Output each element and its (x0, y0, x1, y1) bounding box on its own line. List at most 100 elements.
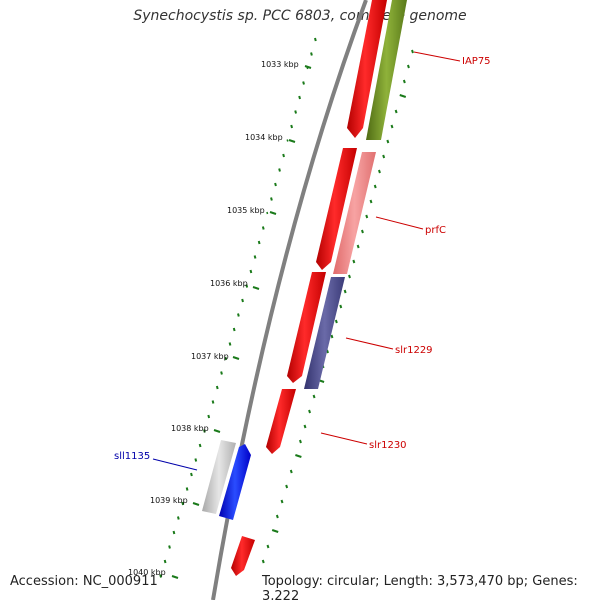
scale-tick (224, 356, 228, 361)
scale-tick (220, 371, 223, 375)
scale-tick (168, 545, 171, 549)
gene-label-slr1230[interactable]: slr1230 (369, 440, 407, 451)
scale-major-tick (232, 356, 240, 360)
gene-feature-slr1229[interactable] (304, 277, 345, 389)
leader-slr1229 (345, 337, 394, 350)
scale-tick (308, 409, 311, 414)
scale-tick (294, 110, 297, 114)
scale-tick (275, 514, 279, 519)
scale-tick (274, 182, 277, 187)
scale-tick (303, 424, 307, 429)
gene-feature-prfc[interactable] (333, 152, 376, 274)
scale-tick (185, 487, 189, 491)
scale-tick (290, 124, 293, 129)
scale-tick (203, 429, 206, 433)
scale-tick (386, 139, 390, 144)
scale-tick (159, 574, 163, 578)
scale-tick (402, 79, 406, 84)
scale-tick (253, 255, 257, 259)
tick-label: 1039 kbp (150, 496, 188, 505)
scale-tick (163, 559, 167, 564)
scale-tick (198, 443, 202, 448)
gene-feature-blue[interactable] (219, 444, 251, 520)
scale-tick (343, 289, 347, 294)
leader-slr1230 (320, 432, 368, 445)
scale-tick (282, 153, 285, 158)
scale-tick (228, 342, 232, 346)
leader-iap75 (413, 51, 461, 62)
gene-feature-iap75[interactable] (366, 0, 407, 140)
scale-tick (369, 199, 373, 204)
scale-tick (285, 484, 289, 489)
scale-tick (411, 49, 414, 54)
scale-tick (207, 414, 211, 419)
tick-label: 1037 kbp (191, 352, 229, 361)
scale-tick (330, 334, 334, 339)
gene-label-iap75[interactable]: IAP75 (462, 56, 491, 67)
scale-tick (270, 197, 273, 201)
leader-prfc (375, 216, 424, 230)
scale-major-tick (171, 575, 179, 579)
scale-tick (390, 124, 394, 129)
scale-tick (334, 319, 338, 324)
scale-tick (365, 214, 369, 219)
scale-tick (312, 394, 316, 399)
scale-tick (289, 469, 293, 474)
scale-tick (394, 109, 398, 114)
tick-label: 1033 kbp (261, 60, 299, 69)
scale-tick (298, 95, 301, 100)
scale-tick (266, 211, 269, 215)
gene-feature-red-2[interactable] (316, 148, 357, 270)
scale-tick (245, 284, 249, 288)
scale-tick (378, 169, 381, 174)
scale-tick (237, 313, 240, 317)
scale-ticks (159, 37, 414, 579)
genome-backbone (211, 0, 368, 600)
scale-tick (215, 385, 219, 390)
scale-tick (348, 274, 351, 279)
scale-tick (194, 458, 198, 462)
gene-feature-iap75-upper[interactable] (347, 0, 387, 138)
leader-sll1135 (152, 458, 198, 471)
scale-tick (211, 400, 215, 404)
scale-major-tick (213, 429, 221, 433)
scale-tick (310, 52, 313, 56)
scale-tick (232, 327, 236, 332)
scale-tick (299, 439, 302, 444)
scale-tick (176, 516, 180, 520)
scale-tick (352, 259, 356, 264)
scale-tick (278, 168, 281, 172)
scale-tick (406, 64, 410, 69)
scale-tick (356, 244, 360, 249)
scale-major-tick (304, 65, 312, 69)
accession-label: Accession: NC_000911 (10, 574, 158, 589)
gene-feature-red-3[interactable] (287, 272, 326, 383)
tick-label: 1040 kbp (128, 568, 166, 577)
scale-tick (280, 499, 284, 504)
tick-label: 1038 kbp (171, 424, 209, 433)
gene-label-prfc[interactable]: prfC (425, 225, 446, 236)
scale-tick (261, 226, 265, 230)
scale-tick (361, 229, 364, 234)
scale-tick (271, 529, 279, 533)
scale-major-tick (288, 139, 296, 143)
scale-tick (190, 472, 193, 477)
scale-tick (295, 454, 302, 458)
scale-tick (181, 501, 185, 506)
scale-major-tick (192, 502, 200, 506)
scale-tick (314, 37, 317, 42)
gene-label-sll1135[interactable]: sll1135 (114, 451, 150, 462)
scale-tick (257, 240, 261, 245)
gene-feature-slr1230[interactable] (266, 389, 296, 454)
scale-tick (286, 139, 289, 142)
scale-tick (339, 304, 343, 309)
gene-label-slr1229[interactable]: slr1229 (395, 345, 433, 356)
scale-tick (399, 94, 407, 98)
topology-label: Topology: circular; Length: 3,573,470 bp… (262, 574, 578, 600)
scale-major-tick (269, 211, 277, 215)
scale-major-tick (252, 286, 260, 290)
gene-feature-red-bottom[interactable] (231, 536, 255, 576)
gene-feature-sll1135[interactable] (202, 440, 236, 514)
